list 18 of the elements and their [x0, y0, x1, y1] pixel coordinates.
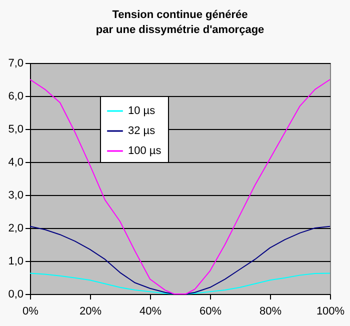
legend-label: 32 µs: [128, 125, 156, 137]
x-tick-label: 80%: [259, 306, 282, 318]
y-tick-label: 2,0: [8, 222, 24, 234]
chart-title: Tension continue générée par une dissymétrie d'amorçage: [96, 9, 264, 36]
legend-label: 10 µs: [128, 105, 156, 117]
y-tick-label: 7,0: [8, 58, 24, 70]
y-tick-label: 3,0: [8, 190, 24, 202]
x-tick-label: 20%: [79, 306, 102, 318]
x-tick-label: 60%: [199, 306, 222, 318]
x-tick-label: 0%: [22, 306, 39, 318]
y-tick-label: 5,0: [8, 124, 24, 136]
legend-label: 100 µs: [128, 145, 162, 157]
x-tick-label: 100%: [316, 306, 345, 318]
y-tick-label: 4,0: [8, 156, 24, 168]
y-tick-label: 0,0: [8, 288, 24, 300]
y-tick-label: 1,0: [8, 256, 24, 268]
y-tick-label: 6,0: [8, 90, 24, 102]
x-tick-label: 40%: [139, 306, 162, 318]
